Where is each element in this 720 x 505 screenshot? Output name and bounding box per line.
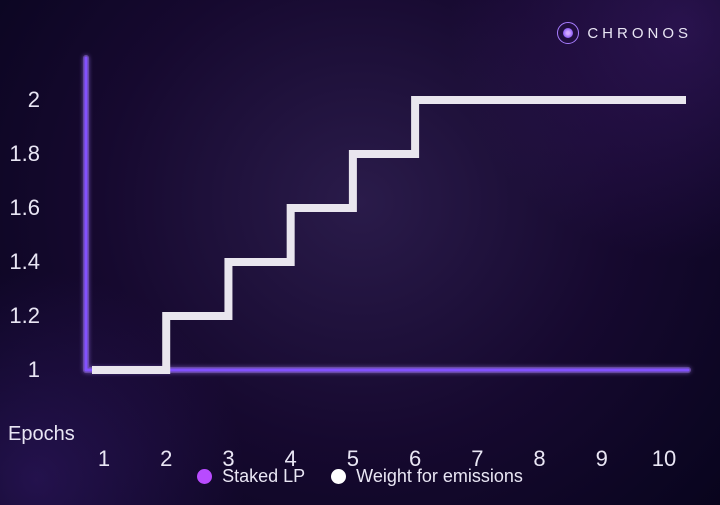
legend-label-staked-lp: Staked LP xyxy=(222,466,305,487)
y-tick-label: 1.4 xyxy=(9,249,40,275)
chart-svg xyxy=(60,70,680,410)
y-tick-label: 1.8 xyxy=(9,141,40,167)
legend: Staked LP Weight for emissions xyxy=(0,466,720,487)
chart: 11.21.41.61.82 12345678910 Epochs xyxy=(60,70,680,410)
x-axis-title: Epochs xyxy=(8,423,75,446)
legend-dot-weight xyxy=(331,469,346,484)
legend-dot-staked-lp xyxy=(197,469,212,484)
brand-name: CHRONOS xyxy=(587,25,692,42)
y-tick-label: 2 xyxy=(28,87,40,113)
brand: CHRONOS xyxy=(557,22,692,44)
y-tick-label: 1.2 xyxy=(9,303,40,329)
y-tick-label: 1.6 xyxy=(9,195,40,221)
y-tick-label: 1 xyxy=(28,357,40,383)
chronos-logo-icon xyxy=(557,22,579,44)
legend-item-weight: Weight for emissions xyxy=(331,466,523,487)
legend-item-staked-lp: Staked LP xyxy=(197,466,305,487)
legend-label-weight: Weight for emissions xyxy=(356,466,523,487)
